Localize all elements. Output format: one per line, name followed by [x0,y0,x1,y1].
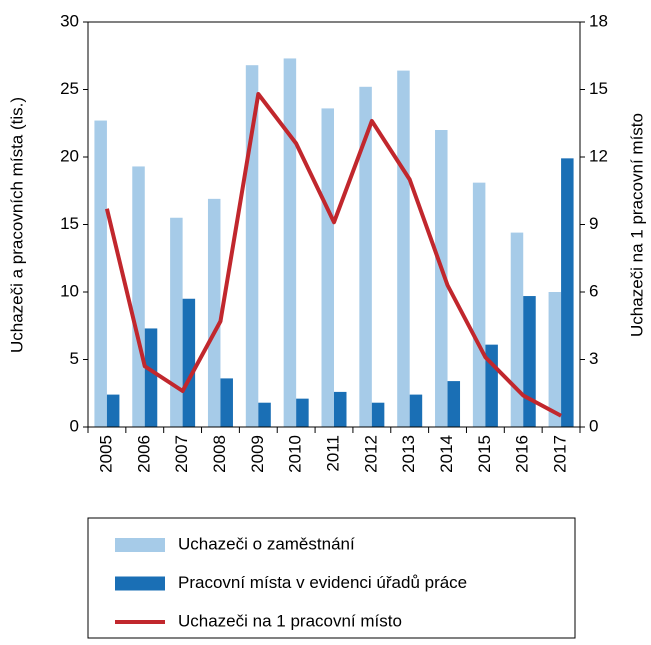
bar [321,108,334,428]
bar [283,58,297,427]
legend-box [87,517,576,639]
y-tick-label: 25 [60,79,79,98]
line-series [104,92,563,418]
bar [435,130,448,427]
y-tick-label: 10 [60,281,79,300]
bar [359,86,372,428]
bar [132,166,145,427]
bar [334,391,347,427]
x-tick-label: 2014 [437,435,456,473]
bar [296,398,309,427]
y-tick-label: 30 [60,11,79,30]
bar [207,198,221,427]
bar [397,70,410,427]
y2-tick-label: 6 [589,281,598,300]
legend-swatch [115,538,165,552]
y-tick-label: 5 [70,349,79,368]
bar [94,120,107,428]
bar [510,232,524,427]
x-tick-label: 2009 [248,435,267,473]
bar [106,394,120,427]
legend-label: Pracovní místa v evidenci úřadů práce [178,573,467,592]
bar [409,394,423,427]
x-tick-label: 2010 [286,435,305,473]
bar [472,182,486,427]
y-tick-label: 20 [60,146,79,165]
x-tick-label: 2015 [475,435,494,473]
bar [220,378,233,427]
x-tick-label: 2006 [134,435,153,473]
bar [144,328,158,427]
legend-label: Uchazeči na 1 pracovní místo [178,611,402,630]
bar [447,381,461,427]
y-axis-label: Uchazeči a pracovních místa (tis.) [7,97,26,353]
x-tick-label: 2008 [210,435,229,473]
bar [371,402,385,427]
x-tick-label: 2016 [513,435,532,473]
bar [170,217,183,427]
y2-axis-label: Uchazeči na 1 pracovní místo [627,113,646,337]
bar [561,158,574,427]
bar [258,402,271,427]
bar [182,298,196,427]
x-tick-label: 2005 [96,435,115,473]
y2-tick-label: 9 [589,214,598,233]
x-tick-label: 2011 [323,435,342,472]
x-tick-label: 2007 [172,435,191,473]
bar [548,292,562,427]
x-tick-label: 2013 [399,435,418,473]
bar [523,296,536,427]
legend-swatch [115,576,165,591]
y2-tick-label: 18 [589,11,608,30]
x-tick-label: 2017 [551,435,570,473]
y2-tick-label: 15 [589,79,608,98]
y2-tick-label: 12 [589,146,608,165]
y-tick-label: 0 [70,416,79,435]
y2-tick-label: 3 [589,349,598,368]
y2-tick-label: 0 [589,416,598,435]
legend-label: Uchazeči o zaměstnání [178,534,355,553]
x-tick-label: 2012 [361,435,380,473]
y-tick-label: 15 [60,214,79,233]
